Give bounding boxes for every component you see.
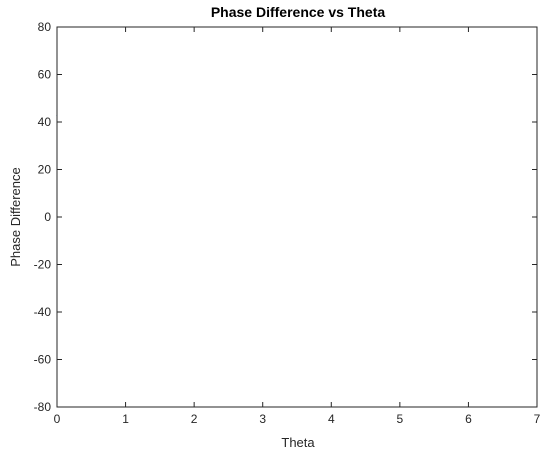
x-tick-label: 6: [465, 412, 472, 426]
x-axis-label: Theta: [281, 435, 315, 450]
y-tick-label: 80: [38, 20, 52, 34]
y-tick-label: -20: [34, 258, 52, 272]
y-tick-label: 0: [44, 210, 51, 224]
y-tick-label: -60: [34, 353, 52, 367]
y-tick-label: 40: [38, 115, 52, 129]
y-tick-label: -80: [34, 400, 52, 414]
x-tick-label: 4: [328, 412, 335, 426]
y-tick-label: 60: [38, 68, 52, 82]
x-tick-label: 5: [397, 412, 404, 426]
chart-title: Phase Difference vs Theta: [211, 4, 386, 20]
x-tick-label: 7: [534, 412, 541, 426]
axes-box: [56, 26, 538, 408]
x-tick-label: 0: [54, 412, 61, 426]
y-tick-label: -40: [34, 305, 52, 319]
x-tick-label: 2: [191, 412, 198, 426]
x-tick-label: 3: [259, 412, 266, 426]
y-tick-label: 20: [38, 163, 52, 177]
x-tick-label: 1: [122, 412, 129, 426]
y-axis-label: Phase Difference: [8, 167, 23, 267]
